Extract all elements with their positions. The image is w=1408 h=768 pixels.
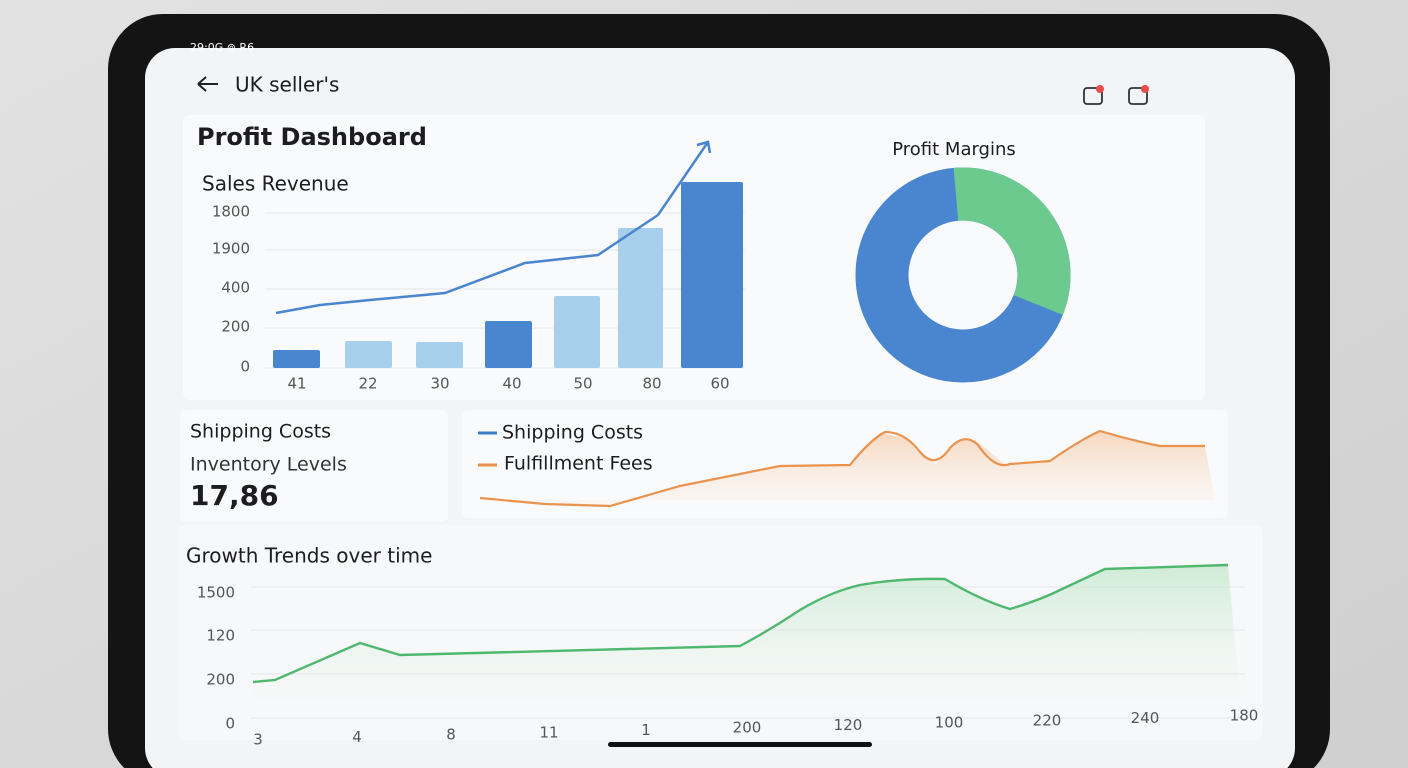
y-tick-label: 200 <box>206 671 235 689</box>
x-tick-label: 8 <box>446 726 456 744</box>
bar <box>554 296 600 368</box>
area <box>480 431 1215 506</box>
x-tick-label: 60 <box>710 375 729 393</box>
notification-icon[interactable] <box>1083 87 1103 105</box>
y-tick-label: 400 <box>221 279 250 297</box>
back-button[interactable] <box>197 76 218 92</box>
x-tick-label: 4 <box>352 728 362 746</box>
x-tick-label: 120 <box>834 716 863 734</box>
header-title: UK seller's <box>235 73 339 97</box>
y-tick-label: 200 <box>221 318 250 336</box>
summary-value: 17,86 <box>190 479 279 512</box>
growth-line <box>252 563 1229 684</box>
donut-title: Profit Margins <box>892 139 1016 160</box>
legend-label: Shipping Costs <box>502 422 643 444</box>
bar <box>681 182 743 368</box>
x-tick-label: 1 <box>641 721 651 739</box>
y-tick-label: 1900 <box>212 240 250 258</box>
x-tick-label: 100 <box>935 714 964 732</box>
summary-card <box>180 410 448 522</box>
x-tick-label: 22 <box>358 375 377 393</box>
x-tick-label: 80 <box>642 375 661 393</box>
bar <box>485 321 532 368</box>
x-tick-label: 180 <box>1230 707 1259 725</box>
bar <box>345 341 392 368</box>
x-tick-label: 200 <box>733 719 762 737</box>
x-tick-label: 240 <box>1131 709 1160 727</box>
area <box>253 565 1240 700</box>
dashboard-title: Profit Dashboard <box>197 123 427 151</box>
status-bar: 29:0G ⊚ R6 <box>190 41 254 54</box>
chart-title: Sales Revenue <box>202 172 349 196</box>
home-indicator[interactable] <box>608 742 872 747</box>
y-tick-label: 1500 <box>197 584 235 602</box>
growth-title: Growth Trends over time <box>186 544 432 568</box>
fees-line <box>479 429 1205 508</box>
bar <box>618 228 663 368</box>
trend-line <box>275 140 712 315</box>
y-tick-label: 1800 <box>212 203 250 221</box>
x-tick-label: 11 <box>539 723 558 741</box>
x-tick-label: 41 <box>287 375 306 393</box>
y-tick-label: 0 <box>225 715 235 733</box>
x-tick-label: 220 <box>1033 711 1062 729</box>
y-tick-label: 120 <box>206 627 235 645</box>
bar <box>416 342 463 368</box>
x-tick-label: 50 <box>573 375 592 393</box>
badge <box>1141 85 1149 93</box>
summary-line: Inventory Levels <box>190 454 347 476</box>
badge <box>1096 85 1104 93</box>
x-tick-label: 3 <box>253 731 263 749</box>
x-tick-label: 30 <box>430 375 449 393</box>
y-tick-label: 0 <box>240 358 250 376</box>
legend-label: Fulfillment Fees <box>504 453 653 475</box>
message-icon[interactable] <box>1128 87 1148 105</box>
bar <box>273 350 320 368</box>
summary-line: Shipping Costs <box>190 421 331 443</box>
x-tick-label: 40 <box>502 375 521 393</box>
